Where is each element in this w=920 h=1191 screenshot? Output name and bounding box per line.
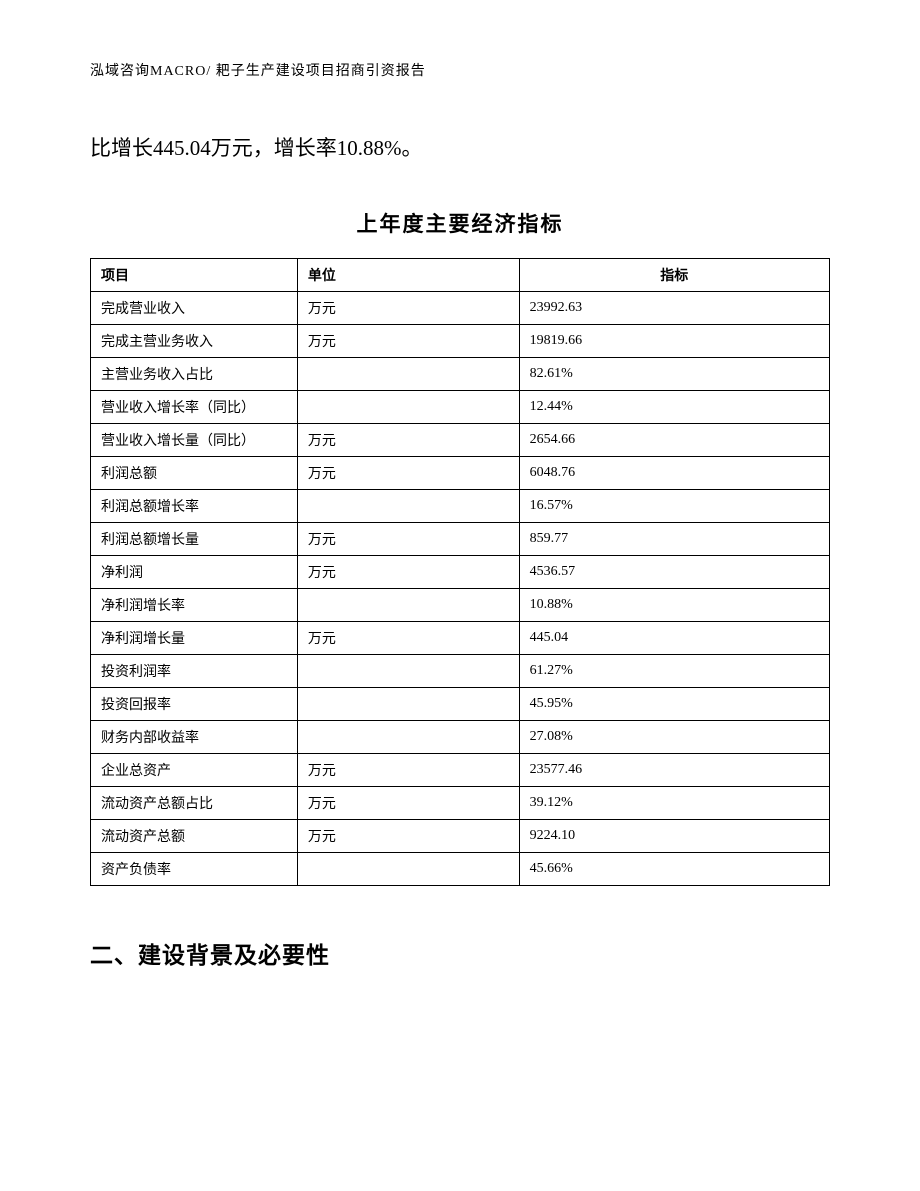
table-cell: 完成营业收入 — [91, 291, 298, 324]
table-cell: 利润总额增长率 — [91, 489, 298, 522]
table-row: 营业收入增长率（同比） 12.44% — [91, 390, 830, 423]
table-row: 利润总额万元6048.76 — [91, 456, 830, 489]
table-cell — [297, 390, 519, 423]
section-heading: 二、建设背景及必要性 — [90, 936, 830, 970]
body-paragraph: 比增长445.04万元，增长率10.88%。 — [90, 130, 830, 168]
table-cell — [297, 720, 519, 753]
table-row: 净利润增长量万元445.04 — [91, 621, 830, 654]
table-cell: 企业总资产 — [91, 753, 298, 786]
table-row: 流动资产总额万元9224.10 — [91, 819, 830, 852]
column-header: 项目 — [91, 258, 298, 291]
table-cell: 82.61% — [519, 357, 829, 390]
column-header: 单位 — [297, 258, 519, 291]
table-cell: 45.66% — [519, 852, 829, 885]
table-cell — [297, 357, 519, 390]
table-row: 完成主营业务收入万元19819.66 — [91, 324, 830, 357]
table-cell: 营业收入增长率（同比） — [91, 390, 298, 423]
table-cell: 万元 — [297, 324, 519, 357]
table-cell: 2654.66 — [519, 423, 829, 456]
table-row: 财务内部收益率 27.08% — [91, 720, 830, 753]
table-row: 利润总额增长量万元859.77 — [91, 522, 830, 555]
table-cell: 利润总额 — [91, 456, 298, 489]
table-cell: 万元 — [297, 456, 519, 489]
table-cell: 859.77 — [519, 522, 829, 555]
table-cell — [297, 588, 519, 621]
table-row: 资产负债率 45.66% — [91, 852, 830, 885]
table-cell: 19819.66 — [519, 324, 829, 357]
table-cell: 45.95% — [519, 687, 829, 720]
table-cell: 16.57% — [519, 489, 829, 522]
table-cell: 净利润增长量 — [91, 621, 298, 654]
table-cell: 利润总额增长量 — [91, 522, 298, 555]
table-row: 流动资产总额占比万元39.12% — [91, 786, 830, 819]
table-cell: 流动资产总额占比 — [91, 786, 298, 819]
table-cell: 财务内部收益率 — [91, 720, 298, 753]
table-row: 投资回报率 45.95% — [91, 687, 830, 720]
table-cell — [297, 654, 519, 687]
table-title: 上年度主要经济指标 — [90, 208, 830, 238]
table-cell: 资产负债率 — [91, 852, 298, 885]
table-cell — [297, 489, 519, 522]
table-cell: 万元 — [297, 522, 519, 555]
table-cell — [297, 852, 519, 885]
table-row: 营业收入增长量（同比）万元2654.66 — [91, 423, 830, 456]
table-cell: 营业收入增长量（同比） — [91, 423, 298, 456]
table-cell: 万元 — [297, 819, 519, 852]
table-cell: 23577.46 — [519, 753, 829, 786]
table-cell: 投资利润率 — [91, 654, 298, 687]
table-cell: 445.04 — [519, 621, 829, 654]
table-cell: 12.44% — [519, 390, 829, 423]
table-row: 企业总资产万元23577.46 — [91, 753, 830, 786]
table-cell — [297, 687, 519, 720]
table-cell: 净利润增长率 — [91, 588, 298, 621]
table-row: 利润总额增长率 16.57% — [91, 489, 830, 522]
table-cell: 6048.76 — [519, 456, 829, 489]
table-cell: 23992.63 — [519, 291, 829, 324]
table-cell: 27.08% — [519, 720, 829, 753]
table-body: 完成营业收入万元23992.63完成主营业务收入万元19819.66主营业务收入… — [91, 291, 830, 885]
table-cell: 4536.57 — [519, 555, 829, 588]
table-row: 净利润万元4536.57 — [91, 555, 830, 588]
economic-indicators-table: 项目 单位 指标 完成营业收入万元23992.63完成主营业务收入万元19819… — [90, 258, 830, 886]
table-cell: 万元 — [297, 555, 519, 588]
table-row: 投资利润率 61.27% — [91, 654, 830, 687]
table-cell: 万元 — [297, 291, 519, 324]
table-cell: 61.27% — [519, 654, 829, 687]
table-row: 净利润增长率 10.88% — [91, 588, 830, 621]
table-cell: 投资回报率 — [91, 687, 298, 720]
table-cell: 万元 — [297, 753, 519, 786]
table-cell: 万元 — [297, 786, 519, 819]
table-cell: 10.88% — [519, 588, 829, 621]
table-row: 完成营业收入万元23992.63 — [91, 291, 830, 324]
table-cell: 流动资产总额 — [91, 819, 298, 852]
table-row: 主营业务收入占比 82.61% — [91, 357, 830, 390]
table-cell: 万元 — [297, 621, 519, 654]
page-header: 泓域咨询MACRO/ 耙子生产建设项目招商引资报告 — [90, 60, 830, 80]
column-header: 指标 — [519, 258, 829, 291]
table-cell: 主营业务收入占比 — [91, 357, 298, 390]
table-cell: 9224.10 — [519, 819, 829, 852]
table-cell: 39.12% — [519, 786, 829, 819]
table-header-row: 项目 单位 指标 — [91, 258, 830, 291]
table-cell: 净利润 — [91, 555, 298, 588]
table-cell: 完成主营业务收入 — [91, 324, 298, 357]
table-cell: 万元 — [297, 423, 519, 456]
